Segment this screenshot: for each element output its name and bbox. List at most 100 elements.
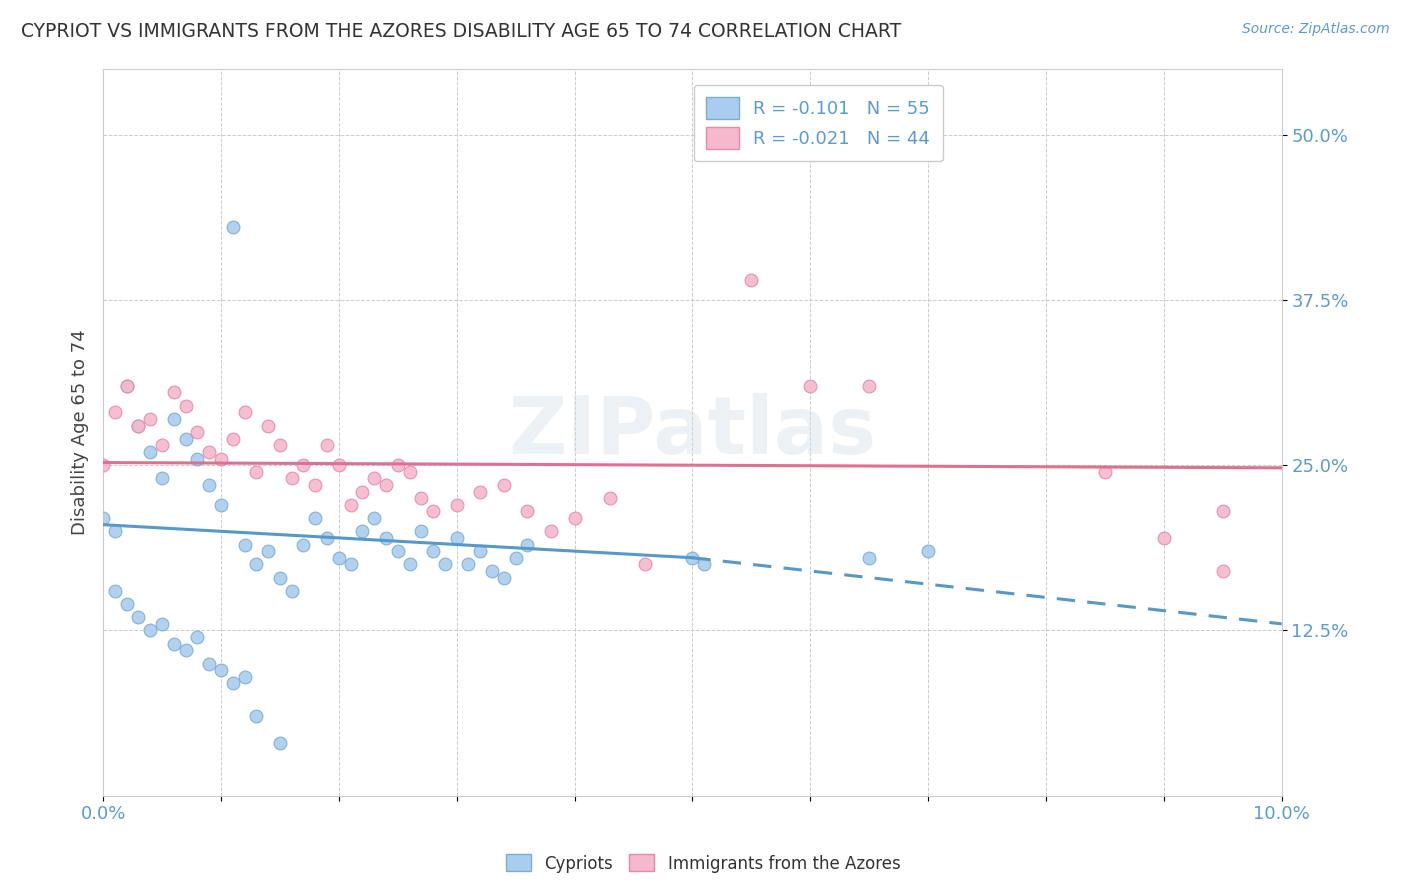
Point <box>375 531 398 545</box>
Point <box>481 564 503 578</box>
Point <box>150 438 173 452</box>
Point <box>339 498 361 512</box>
Point <box>209 663 232 677</box>
Point <box>127 610 149 624</box>
Point <box>115 597 138 611</box>
Point <box>163 637 186 651</box>
Point <box>375 478 398 492</box>
Point <box>222 676 245 690</box>
Point <box>433 558 456 572</box>
Point <box>540 524 562 539</box>
Point <box>505 550 527 565</box>
Point <box>352 484 374 499</box>
Point <box>599 491 621 506</box>
Point <box>104 583 127 598</box>
Point <box>564 511 586 525</box>
Point <box>339 558 361 572</box>
Point <box>858 379 880 393</box>
Point <box>233 405 256 419</box>
Point <box>422 544 444 558</box>
Point <box>858 550 880 565</box>
Point <box>304 478 326 492</box>
Point <box>245 465 267 479</box>
Point <box>328 458 350 473</box>
Point <box>91 458 114 473</box>
Point <box>91 511 114 525</box>
Legend: R = -0.101   N = 55, R = -0.021   N = 44: R = -0.101 N = 55, R = -0.021 N = 44 <box>693 85 942 161</box>
Point <box>127 418 149 433</box>
Point <box>233 537 256 551</box>
Point <box>163 412 186 426</box>
Point <box>174 399 197 413</box>
Point <box>492 478 515 492</box>
Point <box>492 571 515 585</box>
Point <box>411 491 433 506</box>
Point <box>304 511 326 525</box>
Point <box>411 524 433 539</box>
Point <box>198 657 221 671</box>
Point <box>398 558 420 572</box>
Point <box>316 438 339 452</box>
Point <box>150 616 173 631</box>
Point <box>222 220 245 235</box>
Point <box>634 558 657 572</box>
Point <box>222 432 245 446</box>
Point <box>115 379 138 393</box>
Point <box>292 537 315 551</box>
Point <box>198 478 221 492</box>
Point <box>457 558 479 572</box>
Point <box>446 498 468 512</box>
Point <box>363 511 385 525</box>
Point <box>470 484 492 499</box>
Point <box>104 405 127 419</box>
Point <box>174 432 197 446</box>
Point <box>104 524 127 539</box>
Point <box>139 445 162 459</box>
Point <box>233 670 256 684</box>
Point <box>292 458 315 473</box>
Point <box>245 558 267 572</box>
Point <box>186 630 208 644</box>
Point <box>280 583 302 598</box>
Point <box>209 498 232 512</box>
Point <box>186 451 208 466</box>
Text: CYPRIOT VS IMMIGRANTS FROM THE AZORES DISABILITY AGE 65 TO 74 CORRELATION CHART: CYPRIOT VS IMMIGRANTS FROM THE AZORES DI… <box>21 22 901 41</box>
Point <box>681 550 703 565</box>
Point <box>740 273 762 287</box>
Point <box>1153 531 1175 545</box>
Point <box>1212 504 1234 518</box>
Point <box>209 451 232 466</box>
Point <box>139 624 162 638</box>
Legend: Cypriots, Immigrants from the Azores: Cypriots, Immigrants from the Azores <box>499 847 907 880</box>
Point <box>316 531 339 545</box>
Point <box>470 544 492 558</box>
Point <box>387 544 409 558</box>
Point <box>1212 564 1234 578</box>
Point <box>245 709 267 723</box>
Point <box>363 471 385 485</box>
Point <box>150 471 173 485</box>
Point <box>163 385 186 400</box>
Point <box>917 544 939 558</box>
Point <box>127 418 149 433</box>
Point <box>115 379 138 393</box>
Point <box>352 524 374 539</box>
Point <box>186 425 208 439</box>
Point <box>269 438 291 452</box>
Point <box>139 412 162 426</box>
Point <box>174 643 197 657</box>
Point <box>280 471 302 485</box>
Point <box>516 504 538 518</box>
Point <box>328 550 350 565</box>
Text: Source: ZipAtlas.com: Source: ZipAtlas.com <box>1241 22 1389 37</box>
Point <box>269 736 291 750</box>
Point <box>516 537 538 551</box>
Text: ZIPatlas: ZIPatlas <box>509 393 876 471</box>
Point <box>446 531 468 545</box>
Point <box>269 571 291 585</box>
Point <box>257 418 280 433</box>
Point <box>398 465 420 479</box>
Point <box>422 504 444 518</box>
Point <box>1094 465 1116 479</box>
Point <box>387 458 409 473</box>
